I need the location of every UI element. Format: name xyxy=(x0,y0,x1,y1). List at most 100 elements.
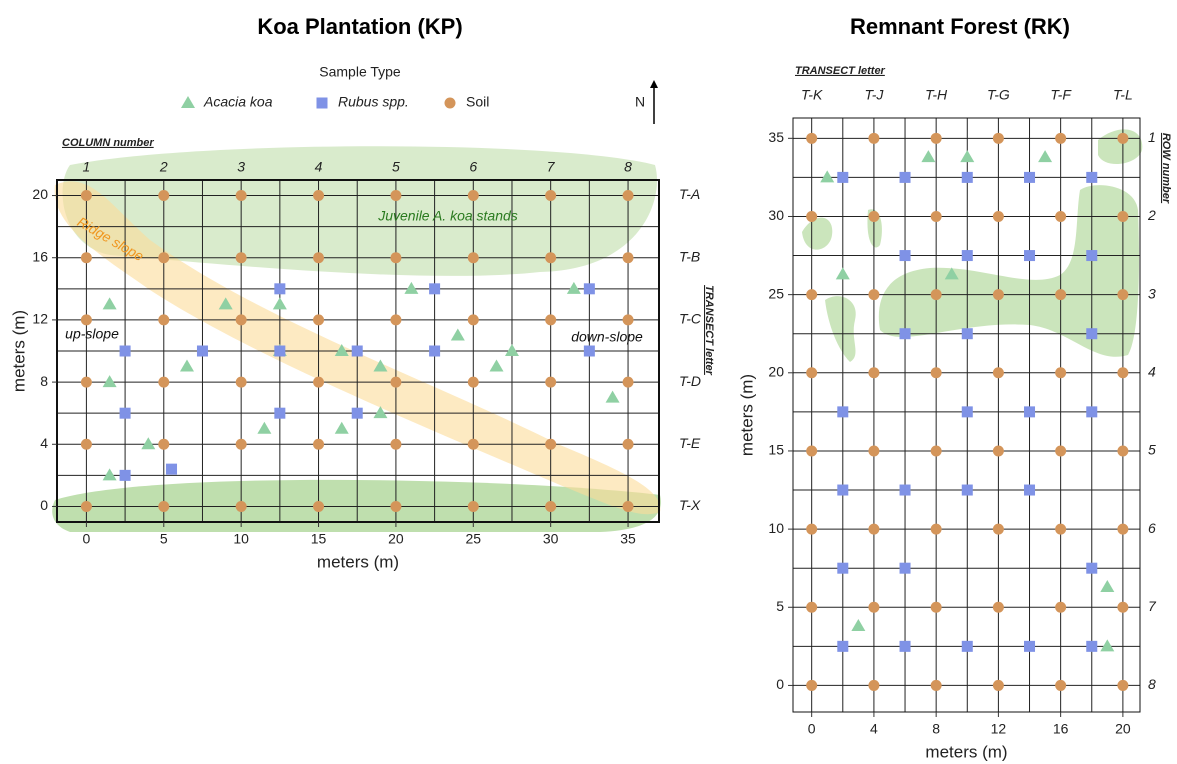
x-tick-label: 0 xyxy=(808,721,816,737)
point-circle xyxy=(1117,132,1129,144)
x-tick-label: 10 xyxy=(233,531,249,547)
annotation: Juvenile A. koa stands xyxy=(377,208,518,224)
legend-label: Rubus spp. xyxy=(338,94,409,110)
point-circle xyxy=(992,601,1004,613)
point-square xyxy=(899,640,911,652)
y-tick-label: 20 xyxy=(768,363,784,379)
point-circle xyxy=(1117,601,1129,613)
point-circle xyxy=(235,252,247,264)
point-circle xyxy=(1117,210,1129,222)
point-circle xyxy=(467,438,479,450)
point-circle xyxy=(806,523,818,535)
column-label: T-L xyxy=(1113,87,1133,103)
point-square xyxy=(274,283,286,295)
point-square xyxy=(1024,484,1036,496)
point-circle xyxy=(930,367,942,379)
legend-label: Soil xyxy=(466,94,489,110)
point-triangle xyxy=(489,359,504,372)
point-circle xyxy=(622,376,634,388)
point-square xyxy=(1086,406,1098,418)
point-circle xyxy=(806,289,818,301)
row-label: 3 xyxy=(1148,285,1156,301)
point-circle xyxy=(992,367,1004,379)
legend-swatch xyxy=(444,97,456,109)
point-square xyxy=(837,640,849,652)
row-label: 7 xyxy=(1148,598,1157,614)
point-circle xyxy=(868,132,880,144)
point-square xyxy=(899,562,911,574)
point-circle xyxy=(806,210,818,222)
y-tick-label: 8 xyxy=(40,373,48,389)
canopy-region xyxy=(878,185,1139,357)
point-triangle xyxy=(102,468,117,481)
point-square xyxy=(119,407,131,419)
point-circle xyxy=(158,376,170,388)
x-tick-label: 30 xyxy=(543,531,559,547)
point-circle xyxy=(806,367,818,379)
point-circle xyxy=(313,190,325,202)
point-square xyxy=(583,283,595,295)
point-triangle xyxy=(141,437,156,450)
point-circle xyxy=(545,252,557,264)
row-label: 4 xyxy=(1148,363,1156,379)
point-circle xyxy=(992,132,1004,144)
row-title: TRANSECT letter xyxy=(703,285,715,376)
point-circle xyxy=(622,500,634,512)
point-circle xyxy=(390,314,402,326)
point-triangle xyxy=(820,170,835,183)
point-circle xyxy=(390,252,402,264)
row-label: 8 xyxy=(1148,676,1156,692)
point-triangle xyxy=(404,281,419,294)
row-label: T-B xyxy=(679,248,700,264)
point-circle xyxy=(930,523,942,535)
point-circle xyxy=(1117,367,1129,379)
point-triangle xyxy=(835,267,850,280)
point-square xyxy=(837,406,849,418)
point-triangle xyxy=(1038,150,1053,163)
point-circle xyxy=(806,601,818,613)
point-circle xyxy=(1055,367,1067,379)
point-square xyxy=(899,328,911,340)
point-circle xyxy=(545,500,557,512)
point-circle xyxy=(930,445,942,457)
x-tick-label: 8 xyxy=(932,721,940,737)
point-circle xyxy=(80,500,92,512)
point-circle xyxy=(622,438,634,450)
point-circle xyxy=(992,289,1004,301)
point-triangle xyxy=(450,328,465,341)
column-label: T-G xyxy=(987,87,1010,103)
point-circle xyxy=(235,314,247,326)
column-label: 7 xyxy=(547,159,556,175)
point-circle xyxy=(467,314,479,326)
north-label: N xyxy=(635,94,645,110)
point-square xyxy=(429,345,441,357)
legend-label: Acacia koa xyxy=(203,94,273,110)
koa-stand-region xyxy=(62,146,658,276)
point-triangle xyxy=(257,421,272,434)
y-tick-label: 0 xyxy=(40,497,48,513)
point-circle xyxy=(930,132,942,144)
point-circle xyxy=(390,376,402,388)
point-circle xyxy=(158,252,170,264)
point-circle xyxy=(1117,289,1129,301)
point-square xyxy=(119,345,131,357)
point-circle xyxy=(467,376,479,388)
point-circle xyxy=(622,190,634,202)
point-circle xyxy=(545,190,557,202)
point-square xyxy=(961,640,973,652)
point-square xyxy=(1024,406,1036,418)
column-label: T-J xyxy=(864,87,884,103)
point-circle xyxy=(80,438,92,450)
annotation: down-slope xyxy=(571,329,643,345)
x-tick-label: 15 xyxy=(311,531,327,547)
point-circle xyxy=(313,376,325,388)
point-triangle xyxy=(960,150,975,163)
point-square xyxy=(899,250,911,262)
y-tick-label: 4 xyxy=(40,435,48,451)
column-label: T-H xyxy=(925,87,948,103)
canopy-region xyxy=(825,296,856,362)
point-triangle xyxy=(334,344,349,356)
point-circle xyxy=(868,523,880,535)
point-triangle xyxy=(1100,639,1115,652)
column-label: T-F xyxy=(1050,87,1072,103)
